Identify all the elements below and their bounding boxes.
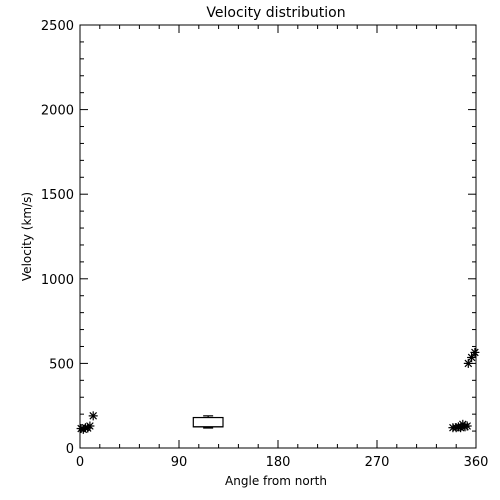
y-tick-label: 500 <box>49 357 74 372</box>
x-tick-label: 270 <box>365 455 390 470</box>
data-points <box>76 347 480 434</box>
y-tick-label: 2000 <box>41 104 74 119</box>
data-point <box>470 347 480 357</box>
axis-tick-labels: 0 90 180 270 360 0 500 1000 1500 2000 2500 <box>41 19 489 470</box>
axis-ticks <box>79 24 477 449</box>
data-point <box>88 411 98 421</box>
y-axis-label: Velocity (km/s) <box>20 192 34 281</box>
chart-title: Velocity distribution <box>206 5 345 21</box>
y-tick-label: 2500 <box>41 19 74 34</box>
data-point <box>85 421 95 431</box>
x-tick-label: 90 <box>171 455 188 470</box>
data-point <box>462 421 472 431</box>
y-tick-label: 1500 <box>41 188 74 203</box>
plot-frame <box>79 24 477 449</box>
data-point <box>467 352 477 362</box>
x-tick-label: 360 <box>464 455 489 470</box>
box-plot <box>192 415 224 429</box>
box-iqr <box>192 416 224 428</box>
x-axis-label: Angle from north <box>225 474 327 488</box>
x-tick-label: 180 <box>266 455 291 470</box>
y-tick-label: 1000 <box>41 273 74 288</box>
y-tick-label: 0 <box>66 442 74 457</box>
x-tick-label: 0 <box>76 455 84 470</box>
